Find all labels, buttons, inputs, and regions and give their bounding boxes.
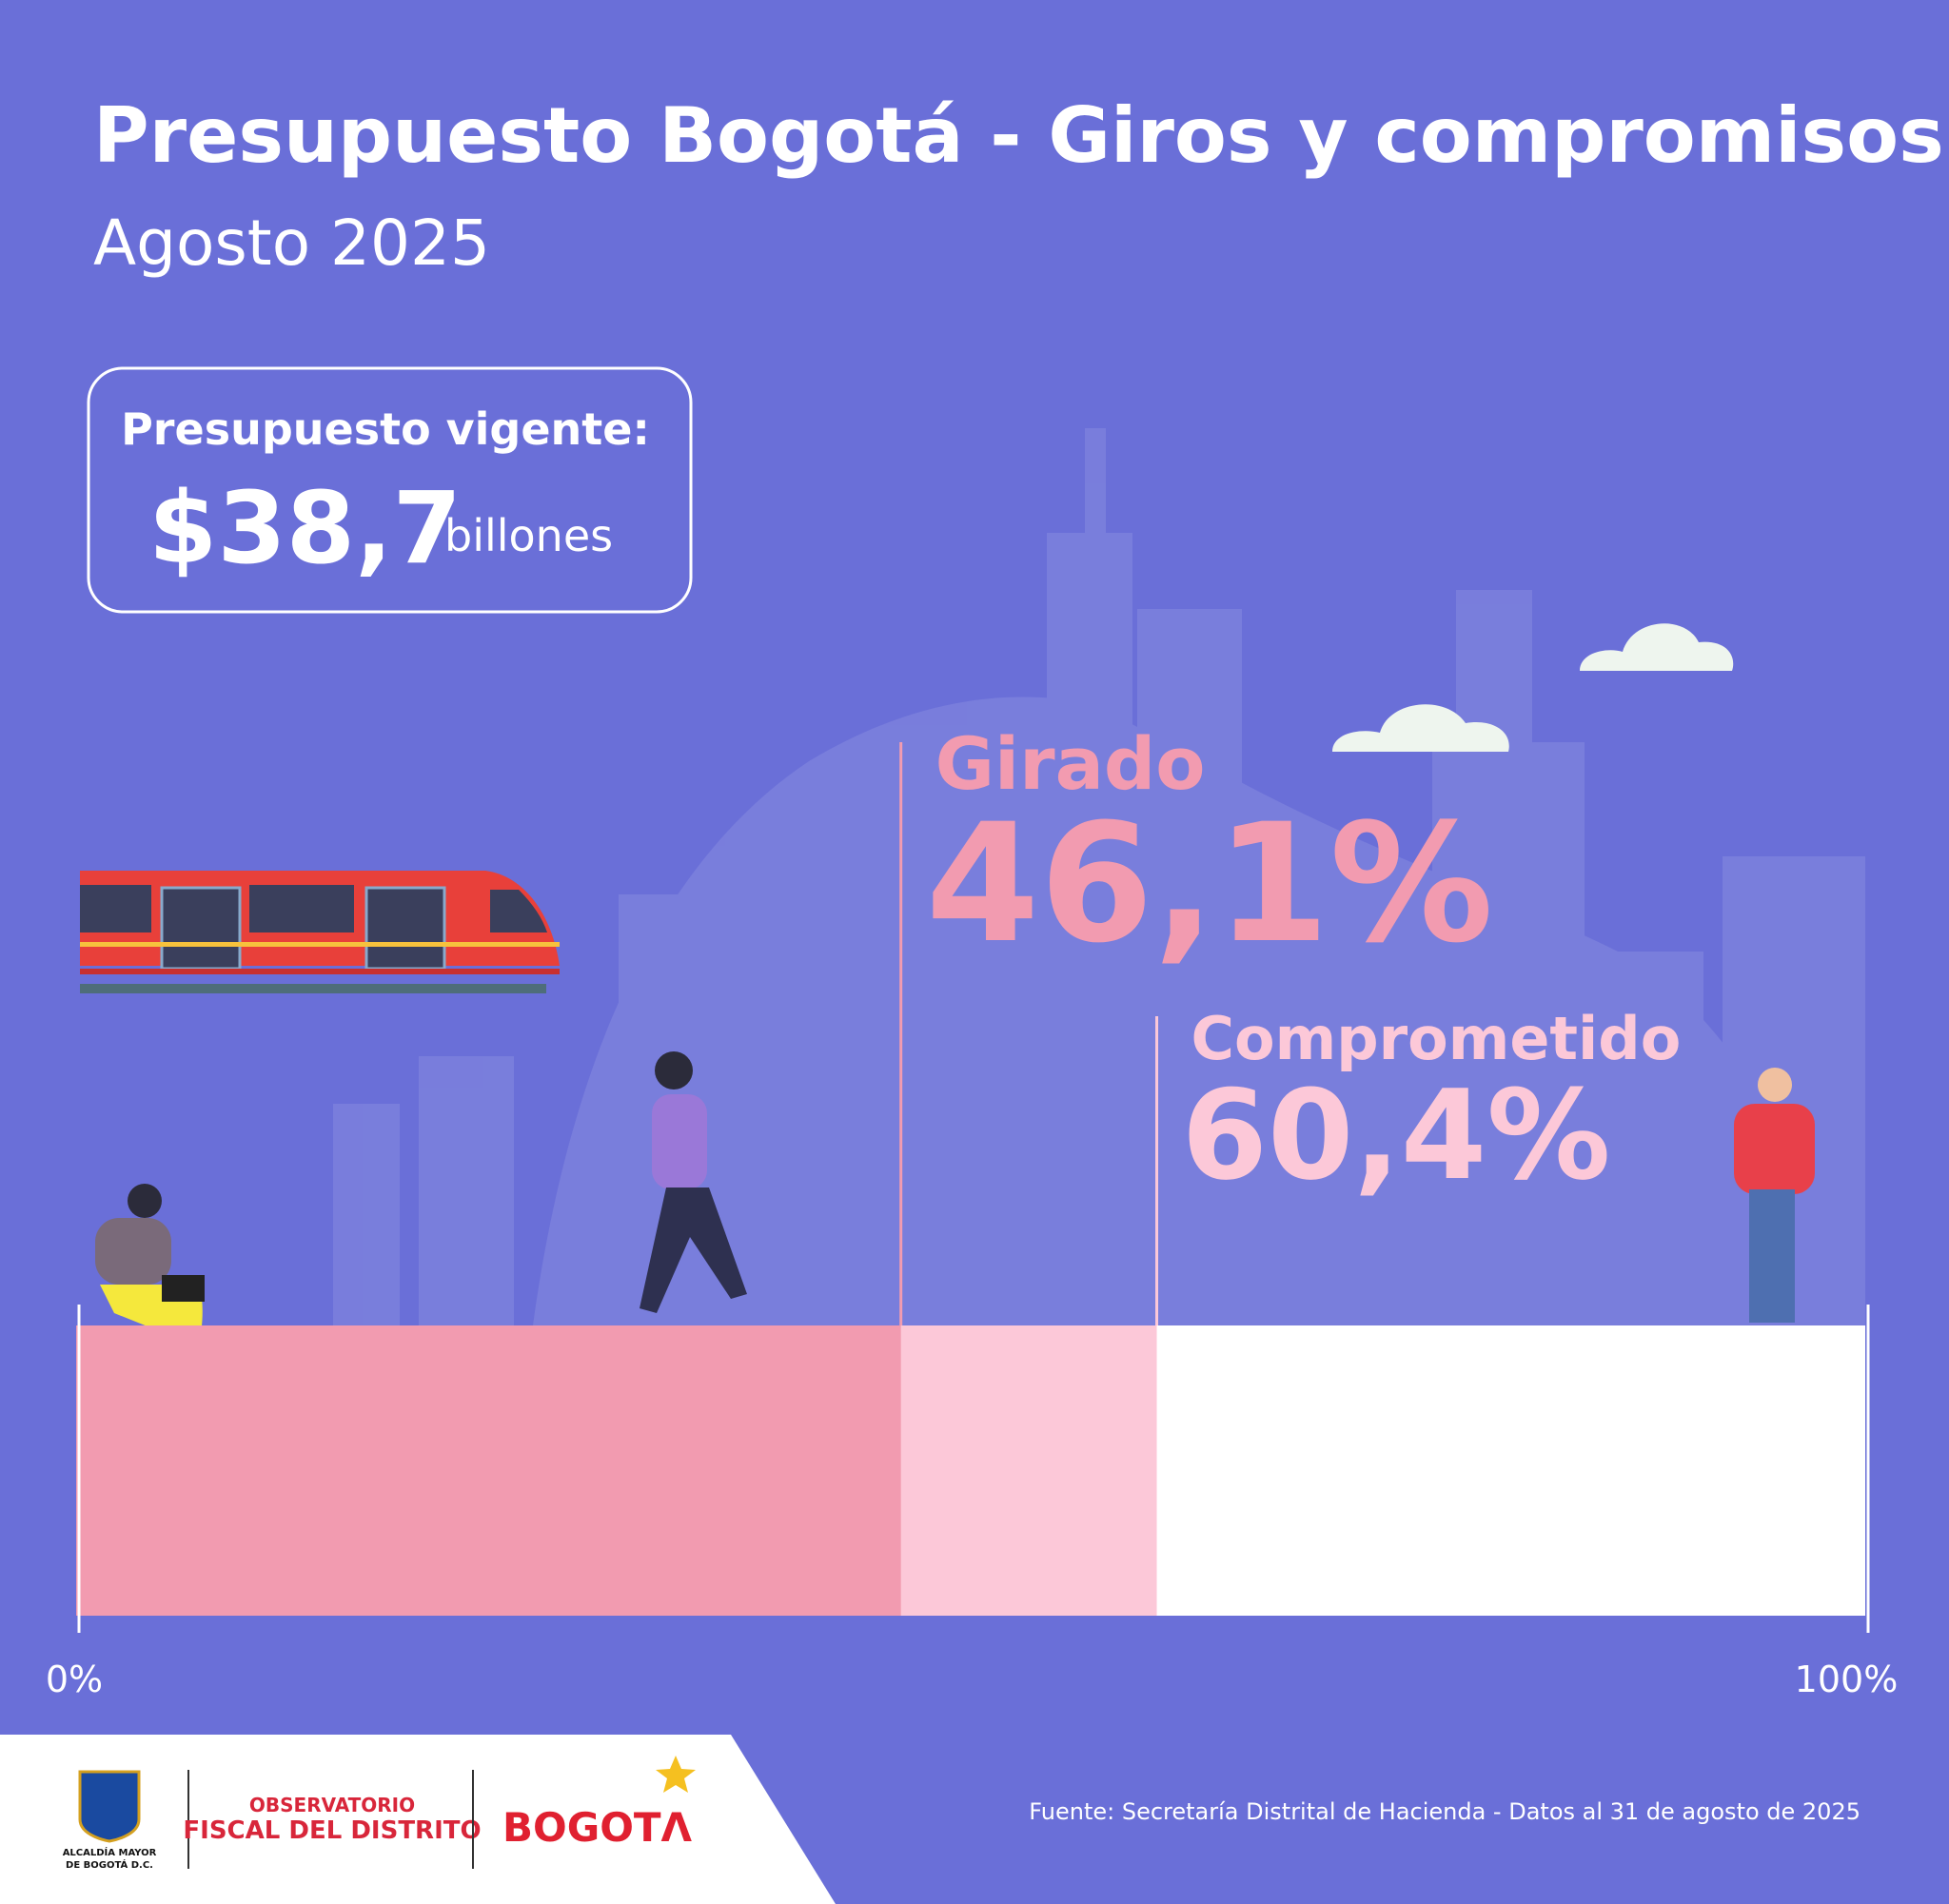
coat-of-arms	[78, 1770, 141, 1843]
x-tick-label: 100%	[1795, 1659, 1899, 1700]
series-name: Girado	[935, 721, 1206, 806]
x-tick-label: 0%	[46, 1659, 103, 1700]
observatorio-line: OBSERVATORIO	[249, 1794, 415, 1816]
chart-title: Presupuesto Bogotá - Giros y compromisos	[93, 91, 1944, 180]
person-walking	[640, 1051, 747, 1313]
series-name: Comprometido	[1191, 1004, 1682, 1073]
budget-label: Presupuesto vigente:	[121, 403, 650, 455]
alcaldia-line: DE BOGOTÁ D.C.	[66, 1858, 153, 1871]
budget-unit: billones	[444, 510, 613, 561]
value-label: 46,1%	[926, 788, 1494, 979]
observatorio-line: FISCAL DEL DISTRITO	[183, 1816, 481, 1845]
person-standing	[1734, 1068, 1815, 1323]
bogota-logo: BOGOTΛ	[502, 1804, 693, 1851]
train-illustration	[80, 871, 560, 993]
budget-box	[87, 366, 693, 614]
source-note: Fuente: Secretaría Distrital de Hacienda…	[1029, 1798, 1860, 1825]
progress-bar	[76, 1325, 901, 1616]
budget-amount: $38,7	[148, 470, 462, 586]
clouds	[1332, 623, 1734, 752]
alcaldia-line: ALCALDÍA MAYOR	[63, 1846, 157, 1858]
chart-subtitle: Agosto 2025	[93, 206, 490, 280]
value-label: 60,4%	[1182, 1063, 1611, 1207]
logo-star	[656, 1756, 696, 1793]
footer-panel	[0, 1735, 836, 1904]
